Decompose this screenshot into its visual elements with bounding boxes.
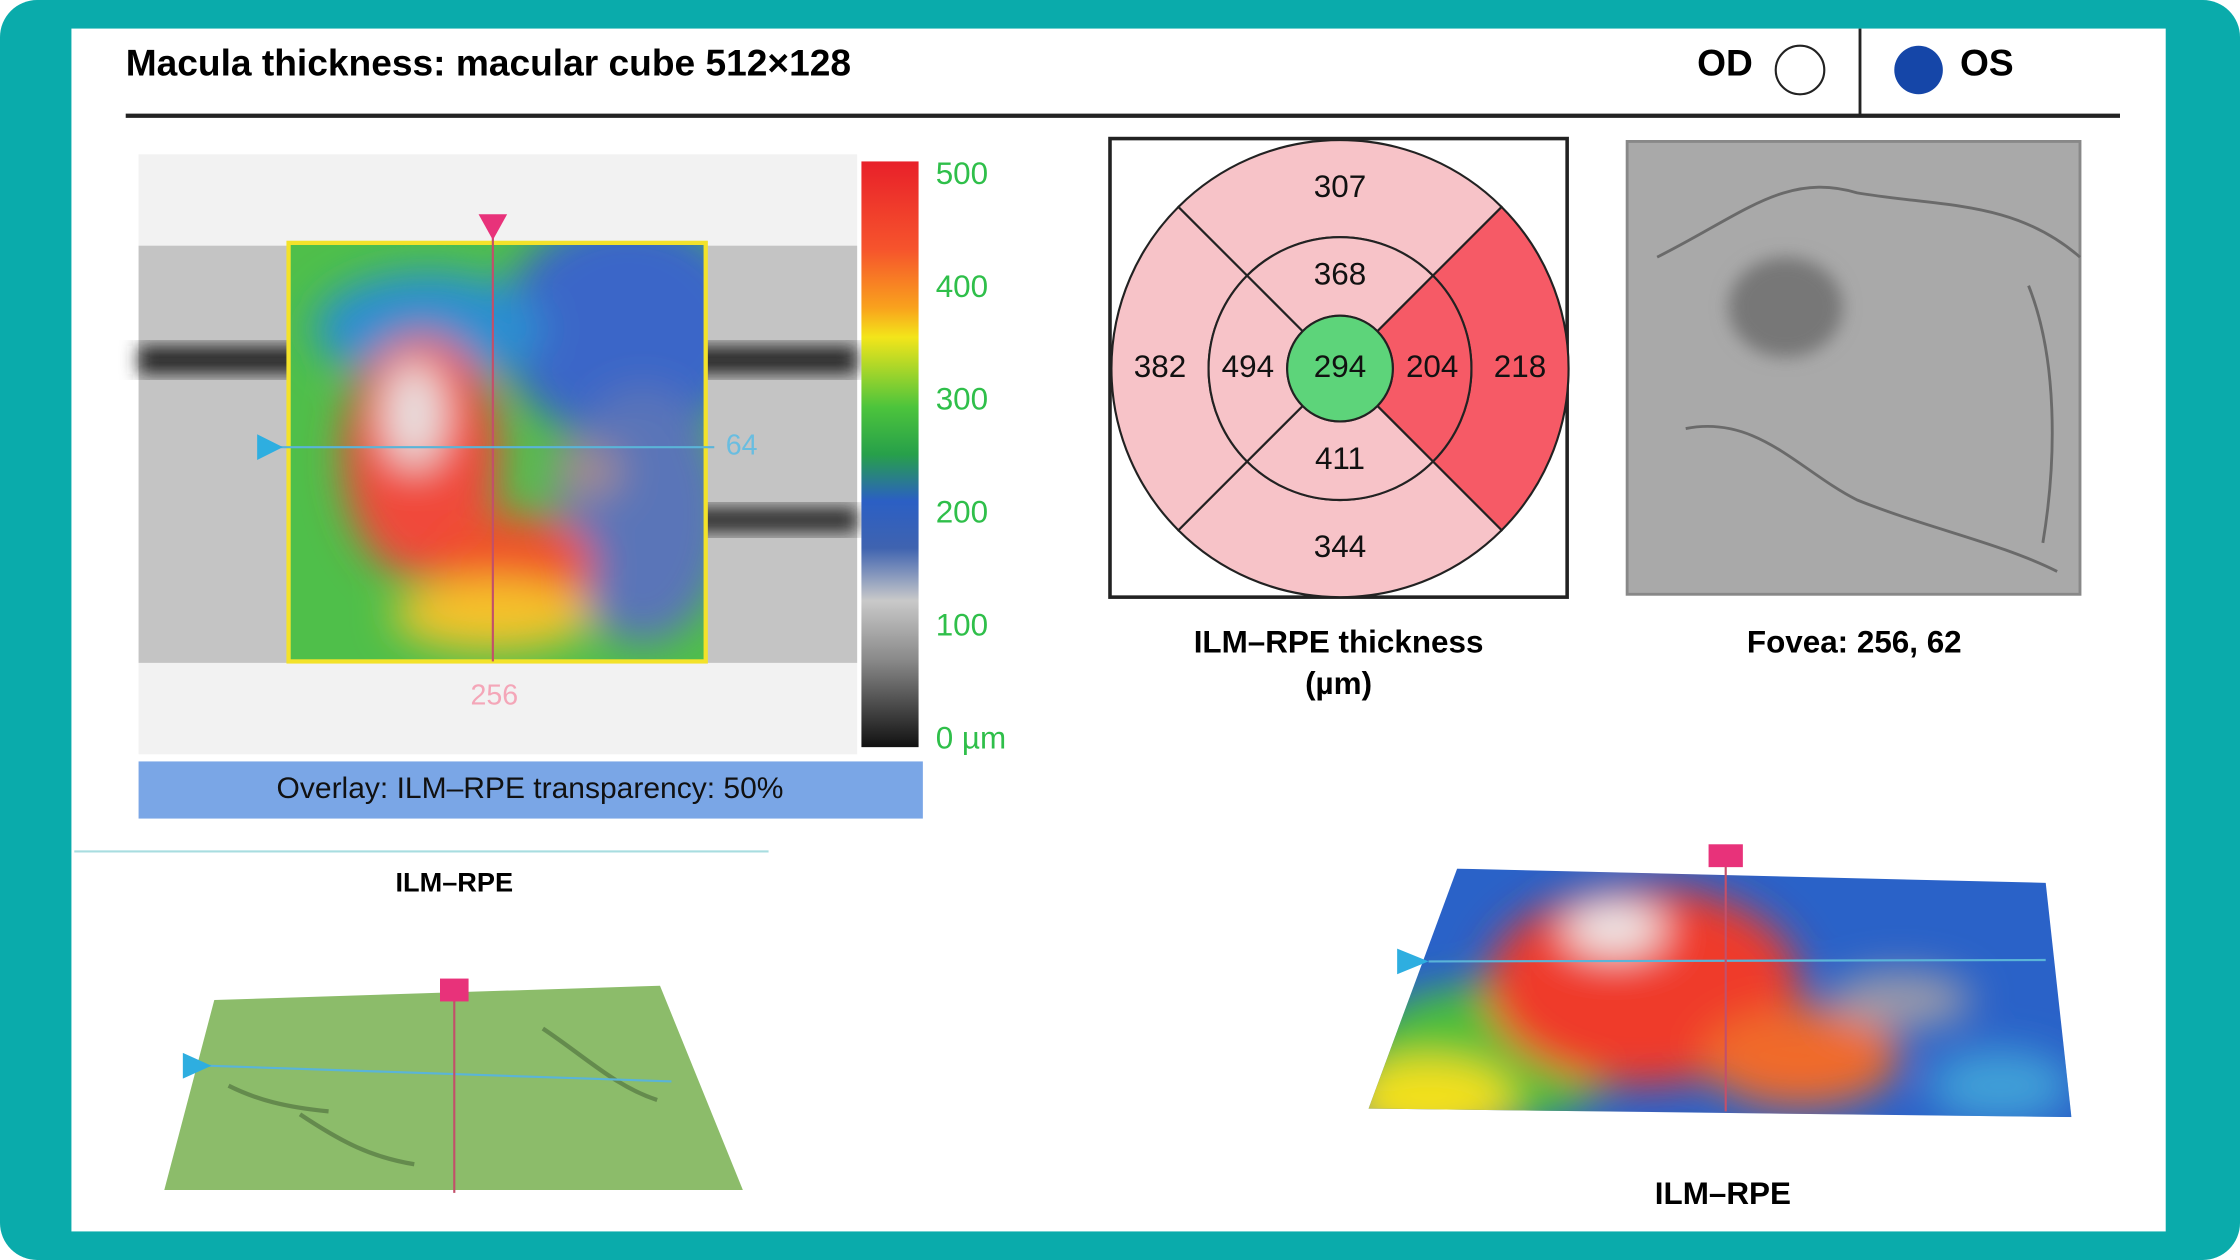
ridge xyxy=(298,1112,415,1167)
color-scale xyxy=(861,161,919,748)
vessel xyxy=(2027,285,2054,544)
caption-bar xyxy=(138,761,923,819)
fundus-caption: Fovea: 256, 62 xyxy=(1747,625,1962,660)
thickness-grid: 307 218 344 382 368 204 411 494 294 xyxy=(1110,139,1570,599)
horizontal-marker[interactable] xyxy=(257,434,283,460)
scale-tick-label: 200 xyxy=(936,495,988,530)
os-label: OS xyxy=(1960,42,2014,84)
inner-sector-value: 411 xyxy=(1315,441,1365,476)
title: Macula thickness: macular cube 512×128 xyxy=(126,42,851,84)
ridge xyxy=(541,1026,658,1103)
od-radio[interactable] xyxy=(1774,44,1826,96)
y-position: 64 xyxy=(726,430,758,462)
surface-blob xyxy=(1928,1050,2072,1118)
center-sector xyxy=(1286,314,1394,423)
horizontal-marker[interactable] xyxy=(1397,948,1429,975)
fovea-spot xyxy=(1728,257,1843,358)
grid-caption: ILM–RPE thickness xyxy=(1194,625,1484,660)
inner-sector-value: 368 xyxy=(1314,257,1366,292)
map-blob xyxy=(314,271,543,386)
fundus-vessels xyxy=(1656,185,2081,573)
map-blob xyxy=(382,360,446,469)
os-radio[interactable] xyxy=(1894,45,1943,95)
scan-box xyxy=(286,240,708,664)
map-blob xyxy=(550,442,622,500)
outer-sector-value: 382 xyxy=(1134,349,1186,384)
vertical-marker[interactable] xyxy=(440,978,469,1002)
horizontal-cursor xyxy=(1428,958,2046,963)
scale-tick-label: 300 xyxy=(936,382,988,417)
x-position: 256 xyxy=(470,680,518,712)
scale-ticks: 500 400 300 200 100 0 µm xyxy=(936,156,1006,755)
fundus-image xyxy=(1625,140,2082,596)
surface-right-caption: ILM–RPE xyxy=(1655,1176,1791,1211)
surface-blob xyxy=(1564,902,1665,955)
surface-right xyxy=(1368,868,2072,1118)
scale-tick-label: 100 xyxy=(936,607,988,642)
vertical-marker[interactable] xyxy=(1708,844,1743,868)
surface-blob xyxy=(1700,1007,1900,1108)
surface-blob xyxy=(1368,1057,1515,1118)
surface-left-caption: ILM–RPE xyxy=(396,866,514,897)
grid-caption-unit: (µm) xyxy=(1305,666,1372,701)
scale-tick-label: 500 xyxy=(936,156,988,191)
horizontal-cursor xyxy=(207,1064,672,1083)
vertical-marker[interactable] xyxy=(478,214,508,240)
scale-tick-label: 0 µm xyxy=(936,720,1006,755)
inner-sector-value: 204 xyxy=(1406,349,1458,384)
outer-sector-value: 218 xyxy=(1494,349,1546,384)
ridge xyxy=(227,1083,329,1114)
thickness-map: 256 64 500 400 300 200 100 0 µm Overlay: ILM–… xyxy=(138,154,1006,819)
overlay-caption: Overlay: ILM–RPE transparency: 50% xyxy=(277,772,784,805)
horizontal-marker[interactable] xyxy=(182,1052,212,1079)
vessel xyxy=(1685,425,2058,573)
od-label: OD xyxy=(1697,42,1753,84)
center-sector-value: 294 xyxy=(1314,349,1366,384)
surface-blob xyxy=(1828,971,1972,1029)
outer-sector-value: 307 xyxy=(1314,169,1366,204)
scale-tick-label: 400 xyxy=(936,269,988,304)
outer-sector-value: 344 xyxy=(1314,529,1366,564)
vessel xyxy=(1656,185,2081,259)
surface-texture xyxy=(227,1026,658,1167)
inner-sector-value: 494 xyxy=(1222,349,1274,384)
